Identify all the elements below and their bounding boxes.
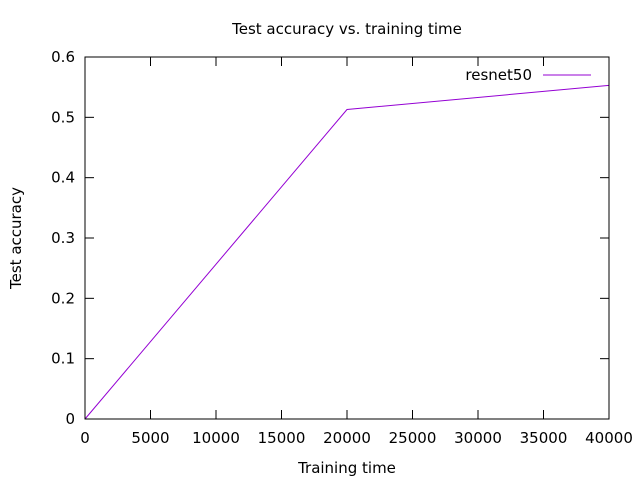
x-tick-label: 0 xyxy=(80,429,90,447)
x-tick-label: 40000 xyxy=(585,429,633,447)
x-tick-label: 30000 xyxy=(454,429,502,447)
y-tick-label: 0.3 xyxy=(51,229,75,247)
series-line-resnet50 xyxy=(84,84,610,420)
x-axis-label: Training time xyxy=(297,459,396,477)
plot-area: 0 0.1 0.2 0.3 0.4 0.5 0.6 0 5000 10000 15000 20000 2… xyxy=(51,48,633,447)
legend: resnet50 xyxy=(465,66,591,84)
legend-label: resnet50 xyxy=(465,66,532,84)
plot-frame xyxy=(84,56,610,420)
x-tick-label: 25000 xyxy=(389,429,437,447)
x-tick-label: 15000 xyxy=(258,429,306,447)
y-tick-label: 0.6 xyxy=(51,48,75,66)
x-tick-label: 35000 xyxy=(520,429,568,447)
x-tick-label: 20000 xyxy=(323,429,371,447)
chart-title: Test accuracy vs. training time xyxy=(231,20,462,38)
x-tick-label: 10000 xyxy=(192,429,240,447)
y-tick-label: 0.4 xyxy=(51,169,75,187)
y-tick-label: 0 xyxy=(65,410,75,428)
y-axis-label: Test accuracy xyxy=(7,187,25,290)
y-tick-label: 0.1 xyxy=(51,350,75,368)
y-tick-label: 0.5 xyxy=(51,108,75,126)
x-tick-label: 5000 xyxy=(131,429,169,447)
y-tick-label: 0.2 xyxy=(51,289,75,307)
